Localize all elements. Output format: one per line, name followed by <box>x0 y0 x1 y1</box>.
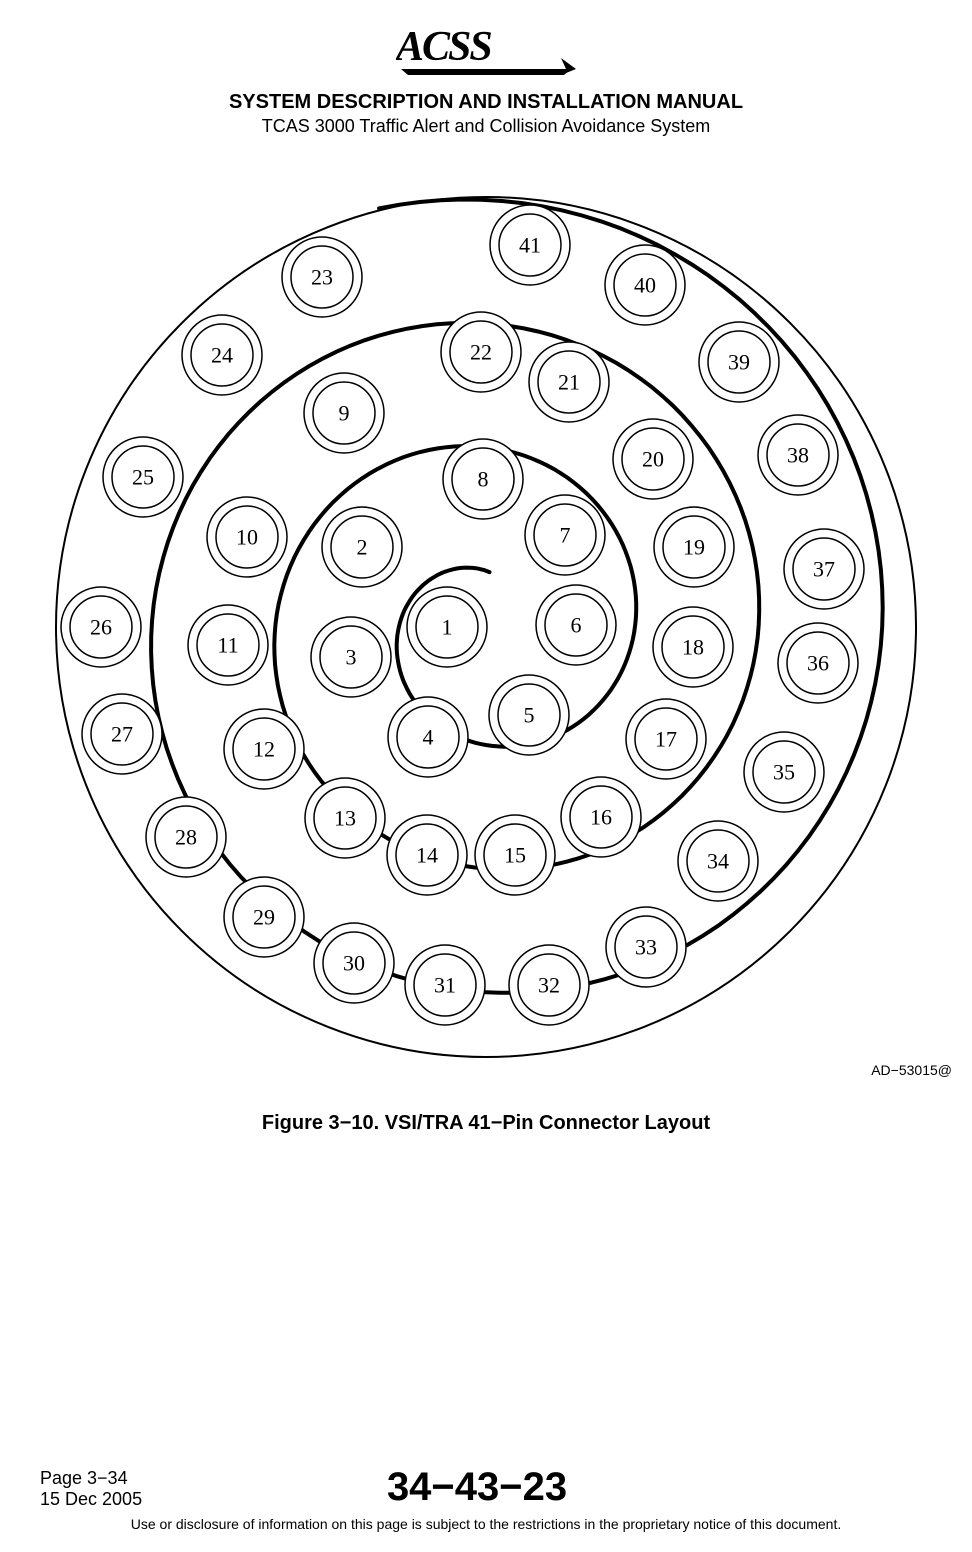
pin-22: 22 <box>441 312 521 392</box>
svg-text:29: 29 <box>253 905 275 930</box>
svg-text:26: 26 <box>90 615 112 640</box>
svg-text:34: 34 <box>707 849 729 874</box>
pin-32: 32 <box>509 945 589 1025</box>
pin-34: 34 <box>678 821 758 901</box>
system-title: TCAS 3000 Traffic Alert and Collision Av… <box>0 116 972 137</box>
pin-25: 25 <box>103 437 183 517</box>
doc-number: 34−43−23 <box>142 1465 812 1510</box>
connector-diagram: 1234567891011121314151617181920212223242… <box>36 177 936 1077</box>
manual-title: SYSTEM DESCRIPTION AND INSTALLATION MANU… <box>0 91 972 114</box>
pin-1: 1 <box>407 587 487 667</box>
pin-21: 21 <box>529 342 609 422</box>
pin-35: 35 <box>744 732 824 812</box>
footer-left: Page 3−34 15 Dec 2005 <box>40 1468 142 1510</box>
svg-text:16: 16 <box>590 805 612 830</box>
pin-29: 29 <box>224 877 304 957</box>
pin-19: 19 <box>654 507 734 587</box>
pin-10: 10 <box>207 497 287 577</box>
svg-text:20: 20 <box>642 447 664 472</box>
pin-3: 3 <box>311 617 391 697</box>
pin-2: 2 <box>322 507 402 587</box>
pin-7: 7 <box>525 495 605 575</box>
svg-text:23: 23 <box>311 265 333 290</box>
pin-13: 13 <box>305 778 385 858</box>
svg-text:36: 36 <box>807 651 829 676</box>
pin-30: 30 <box>314 923 394 1003</box>
svg-text:4: 4 <box>423 725 434 750</box>
pin-8: 8 <box>443 439 523 519</box>
svg-text:3: 3 <box>346 645 357 670</box>
pin-41: 41 <box>490 205 570 285</box>
pin-28: 28 <box>146 797 226 877</box>
footer: Page 3−34 15 Dec 2005 34−43−23 Use or di… <box>0 1465 972 1532</box>
pin-5: 5 <box>489 675 569 755</box>
page-date: 15 Dec 2005 <box>40 1489 142 1510</box>
pin-23: 23 <box>282 237 362 317</box>
pin-31: 31 <box>405 945 485 1025</box>
header: ACSS SYSTEM DESCRIPTION AND INSTALLATION… <box>0 0 972 137</box>
svg-text:27: 27 <box>111 722 133 747</box>
svg-text:5: 5 <box>524 703 535 728</box>
svg-text:32: 32 <box>538 973 560 998</box>
diagram-container: 1234567891011121314151617181920212223242… <box>0 177 972 1082</box>
logo: ACSS <box>396 20 576 83</box>
svg-text:17: 17 <box>655 727 677 752</box>
svg-text:14: 14 <box>416 843 438 868</box>
svg-text:21: 21 <box>558 370 580 395</box>
svg-text:35: 35 <box>773 760 795 785</box>
pin-18: 18 <box>653 607 733 687</box>
svg-text:24: 24 <box>211 343 233 368</box>
pin-9: 9 <box>304 373 384 453</box>
pin-37: 37 <box>784 529 864 609</box>
svg-text:28: 28 <box>175 825 197 850</box>
svg-text:11: 11 <box>217 633 238 658</box>
page-number: Page 3−34 <box>40 1468 142 1489</box>
pin-4: 4 <box>388 697 468 777</box>
pin-33: 33 <box>606 907 686 987</box>
pin-24: 24 <box>182 315 262 395</box>
pin-39: 39 <box>699 322 779 402</box>
figure-caption: Figure 3−10. VSI/TRA 41−Pin Connector La… <box>0 1112 972 1135</box>
pin-36: 36 <box>778 623 858 703</box>
svg-text:2: 2 <box>357 535 368 560</box>
pin-11: 11 <box>188 605 268 685</box>
svg-text:38: 38 <box>787 443 809 468</box>
svg-text:39: 39 <box>728 350 750 375</box>
svg-text:12: 12 <box>253 737 275 762</box>
pin-16: 16 <box>561 777 641 857</box>
diagram-ref: AD−53015@ <box>871 1062 952 1078</box>
pin-12: 12 <box>224 709 304 789</box>
svg-text:30: 30 <box>343 951 365 976</box>
svg-text:19: 19 <box>683 535 705 560</box>
svg-text:25: 25 <box>132 465 154 490</box>
logo-text: ACSS <box>396 24 491 70</box>
footer-row: Page 3−34 15 Dec 2005 34−43−23 <box>0 1465 972 1510</box>
svg-text:41: 41 <box>519 233 541 258</box>
pin-14: 14 <box>387 815 467 895</box>
svg-text:31: 31 <box>434 973 456 998</box>
svg-text:13: 13 <box>334 806 356 831</box>
svg-text:15: 15 <box>504 843 526 868</box>
svg-text:8: 8 <box>478 467 489 492</box>
svg-text:10: 10 <box>236 525 258 550</box>
svg-text:18: 18 <box>682 635 704 660</box>
svg-text:1: 1 <box>442 615 453 640</box>
disclaimer: Use or disclosure of information on this… <box>0 1516 972 1532</box>
pin-6: 6 <box>536 585 616 665</box>
svg-text:22: 22 <box>470 340 492 365</box>
svg-text:37: 37 <box>813 557 835 582</box>
svg-text:40: 40 <box>634 273 656 298</box>
page: ACSS SYSTEM DESCRIPTION AND INSTALLATION… <box>0 0 972 1552</box>
pin-40: 40 <box>605 245 685 325</box>
pin-38: 38 <box>758 415 838 495</box>
svg-text:33: 33 <box>635 935 657 960</box>
pin-27: 27 <box>82 694 162 774</box>
svg-text:7: 7 <box>560 523 571 548</box>
pin-20: 20 <box>613 419 693 499</box>
pin-15: 15 <box>475 815 555 895</box>
svg-text:6: 6 <box>571 613 582 638</box>
svg-text:9: 9 <box>339 401 350 426</box>
pin-17: 17 <box>626 699 706 779</box>
pin-26: 26 <box>61 587 141 667</box>
